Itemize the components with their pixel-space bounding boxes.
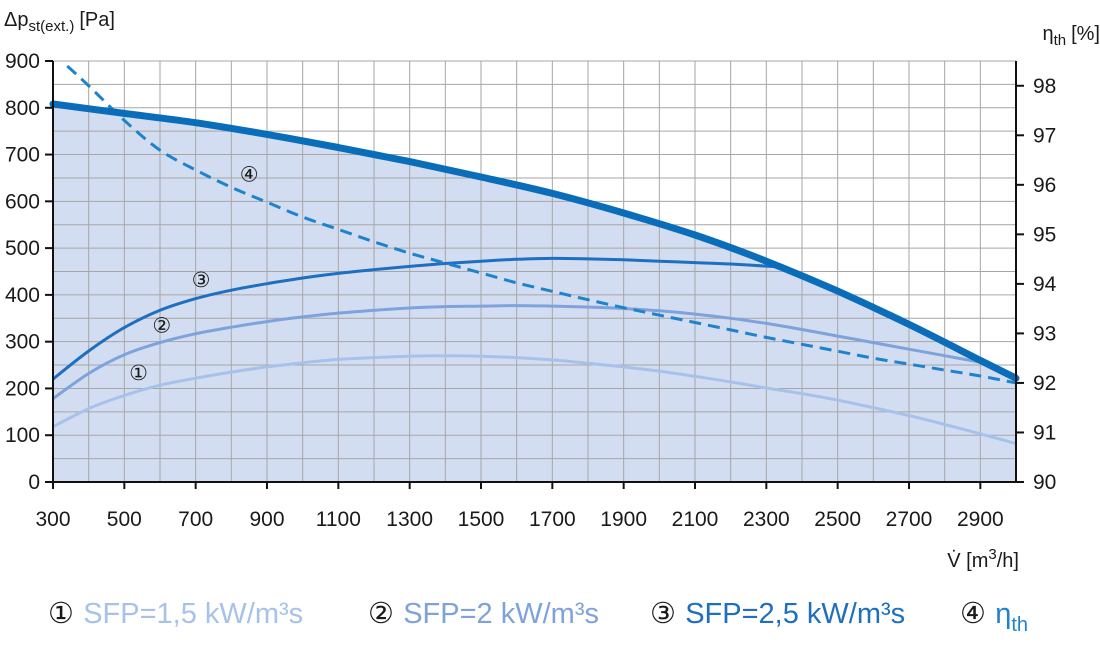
- y-tick-label: 400: [5, 284, 40, 307]
- legend-item-4: ④ ηth: [960, 596, 1028, 636]
- series-3-line: [52, 256, 778, 381]
- x-tick-label: 1100: [316, 508, 361, 531]
- x-tick-label: 2900: [957, 508, 1004, 531]
- x-tick-label: 900: [249, 508, 284, 531]
- legend-label-sub: th: [1011, 614, 1028, 636]
- x-tick-label: 700: [178, 508, 213, 531]
- y2-tick-label: 91: [1033, 421, 1056, 444]
- plot-area: [53, 104, 1016, 482]
- y-tick-label: 200: [5, 377, 40, 400]
- y2-tick-label: 98: [1033, 75, 1056, 98]
- x-tick-label: 1300: [386, 508, 433, 531]
- legend-marker: ①: [48, 596, 83, 630]
- y-tick-label: 0: [28, 471, 40, 494]
- curve-marker: ④: [240, 162, 259, 186]
- legend-item-3: ③ SFP=2,5 kW/m³s: [650, 596, 905, 630]
- legend-label: SFP=2,5 kW/m³s: [685, 598, 905, 630]
- envelope-line: [49, 100, 1020, 382]
- tick-labels: 0 100 200 300 400 500 600 700 800 900 90 91 92 93 94 95…: [5, 50, 1057, 531]
- y2-tick-label: 92: [1033, 372, 1056, 395]
- y-tick-label: 900: [5, 50, 40, 73]
- y2-tick-label: 96: [1033, 174, 1056, 197]
- y2-axis-title: ηth [%]: [1042, 23, 1100, 49]
- y2-tick-label: 94: [1033, 273, 1057, 296]
- y-tick-label: 800: [5, 97, 40, 120]
- x-tick-label: 2100: [672, 508, 719, 531]
- x-tick-label: 2300: [743, 508, 790, 531]
- y-axis-title: Δpst(ext.) [Pa]: [4, 9, 115, 35]
- curve-markers: ①②③ ④: [129, 162, 258, 385]
- y-tick-label: 300: [5, 331, 40, 354]
- y-tick-label: 100: [5, 424, 40, 447]
- legend-marker: ②: [368, 596, 403, 630]
- legend-label: SFP=2 kW/m³s: [403, 598, 599, 630]
- x-tick-label: 2500: [814, 508, 861, 531]
- y2-tick-label: 97: [1033, 124, 1056, 147]
- y2-tick-label: 90: [1033, 471, 1056, 494]
- x-tick-label: 1500: [458, 508, 505, 531]
- x-tick-label: 2700: [886, 508, 933, 531]
- curve-marker: ②: [152, 313, 171, 337]
- curve-marker: ①: [129, 361, 148, 385]
- x-tick-label: 300: [35, 508, 70, 531]
- plot-frame: [45, 60, 1024, 489]
- series-1-line: [52, 354, 1017, 446]
- legend-item-1: ① SFP=1,5 kW/m³s: [48, 596, 303, 630]
- x-tick-label: 500: [107, 508, 142, 531]
- x-tick-label: 1900: [600, 508, 647, 531]
- series-2-line: [52, 304, 981, 400]
- operating-area: [53, 104, 1016, 482]
- curve-marker: ③: [192, 268, 211, 292]
- y2-tick-label: 95: [1033, 223, 1056, 246]
- x-axis-title: V̇ [m3/h]: [947, 546, 1019, 572]
- legend-item-2: ② SFP=2 kW/m³s: [368, 596, 599, 630]
- y2-tick-label: 93: [1033, 322, 1056, 345]
- y-tick-label: 700: [5, 144, 40, 167]
- legend-marker: ③: [650, 596, 685, 630]
- legend: ① SFP=1,5 kW/m³s ② SFP=2 kW/m³s ③ SFP=2,5 …: [48, 596, 1028, 636]
- y-tick-label: 500: [5, 237, 40, 260]
- series-lines: [49, 64, 1020, 446]
- legend-marker: ④: [960, 596, 995, 630]
- x-tick-label: 1700: [529, 508, 576, 531]
- legend-label: η: [995, 598, 1011, 630]
- legend-label: SFP=1,5 kW/m³s: [83, 598, 303, 630]
- y-tick-label: 600: [5, 190, 40, 213]
